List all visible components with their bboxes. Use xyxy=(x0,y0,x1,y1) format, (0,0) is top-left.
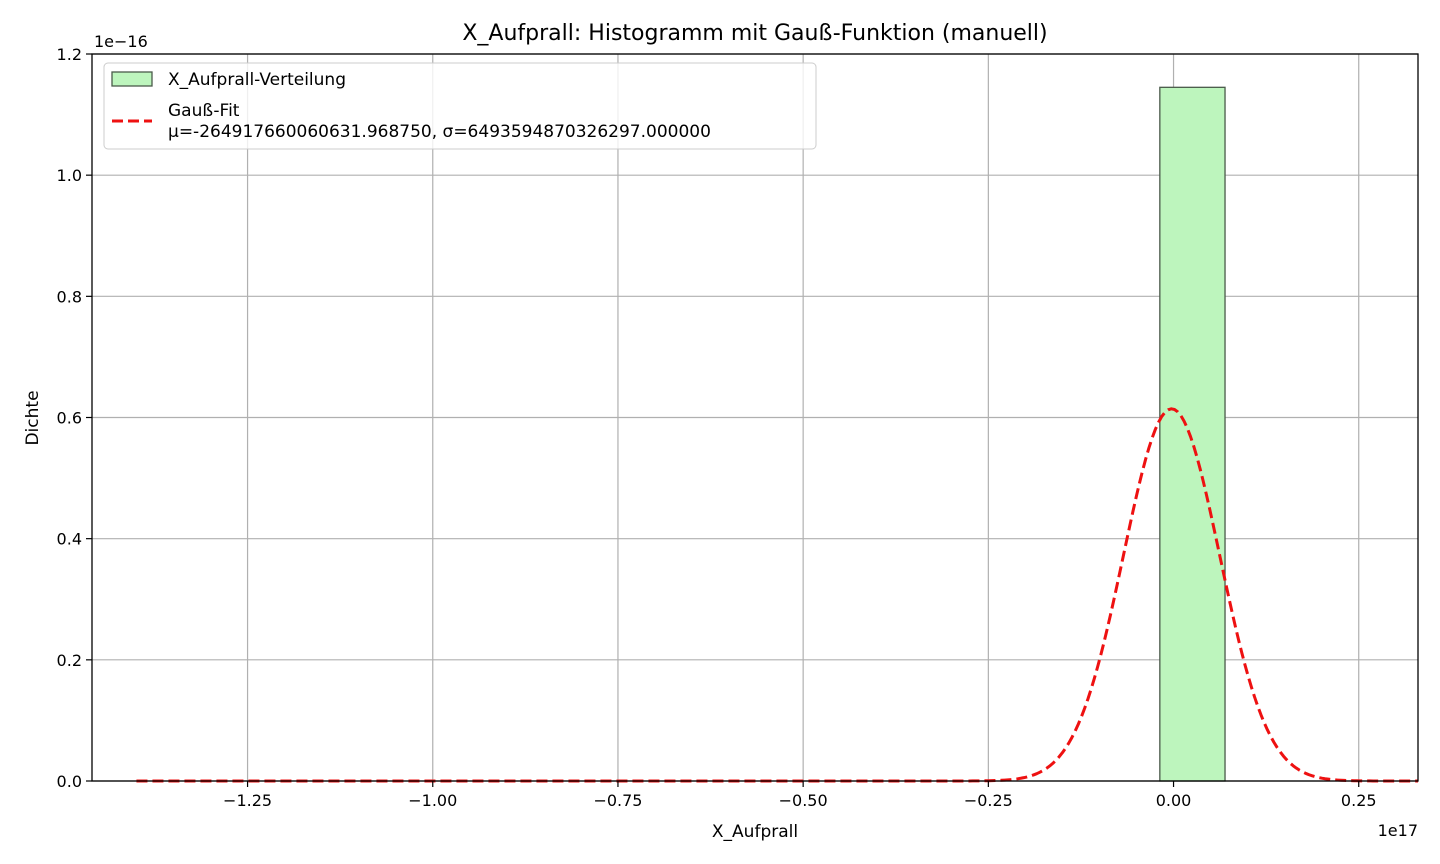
y-ticks: 0.0 0.2 0.4 0.6 0.8 1.0 1.2 xyxy=(57,45,92,791)
legend-gauss-params: μ=-264917660060631.968750, σ=64935948703… xyxy=(168,122,711,142)
x-axis-label: X_Aufprall xyxy=(712,822,798,842)
legend: X_Aufprall-Verteilung Gauß-Fit μ=-264917… xyxy=(103,62,817,150)
y-tick-label: 0.6 xyxy=(57,409,82,428)
y-tick-label: 0.2 xyxy=(57,651,82,670)
y-offset-label: 1e−16 xyxy=(94,32,148,51)
y-tick-label: 1.2 xyxy=(57,45,82,64)
legend-gauss-label: Gauß-Fit xyxy=(168,101,240,121)
x-tick-label: −0.75 xyxy=(593,791,642,810)
x-tick-label: 0.00 xyxy=(1156,791,1192,810)
x-tick-label: −0.50 xyxy=(779,791,828,810)
x-tick-label: −1.25 xyxy=(223,791,272,810)
x-offset-label: 1e17 xyxy=(1378,821,1418,840)
y-tick-label: 1.0 xyxy=(57,166,82,185)
legend-histogram-swatch xyxy=(111,71,153,87)
legend-box xyxy=(103,62,817,150)
x-ticks: −1.25 −1.00 −0.75 −0.50 −0.25 0.00 0.25 xyxy=(223,781,1377,810)
histogram-bar xyxy=(1159,86,1226,782)
y-tick-label: 0.4 xyxy=(57,530,82,549)
histogram-bars xyxy=(1159,86,1226,782)
y-tick-label: 0.8 xyxy=(57,287,82,306)
x-tick-label: −0.25 xyxy=(964,791,1013,810)
legend-histogram-label: X_Aufprall-Verteilung xyxy=(168,70,346,90)
x-tick-label: −1.00 xyxy=(408,791,457,810)
x-tick-label: 0.25 xyxy=(1341,791,1377,810)
chart-title: X_Aufprall: Histogramm mit Gauß-Funktion… xyxy=(462,21,1047,46)
y-axis-label: Dichte xyxy=(23,390,43,445)
y-tick-label: 0.0 xyxy=(57,772,82,791)
